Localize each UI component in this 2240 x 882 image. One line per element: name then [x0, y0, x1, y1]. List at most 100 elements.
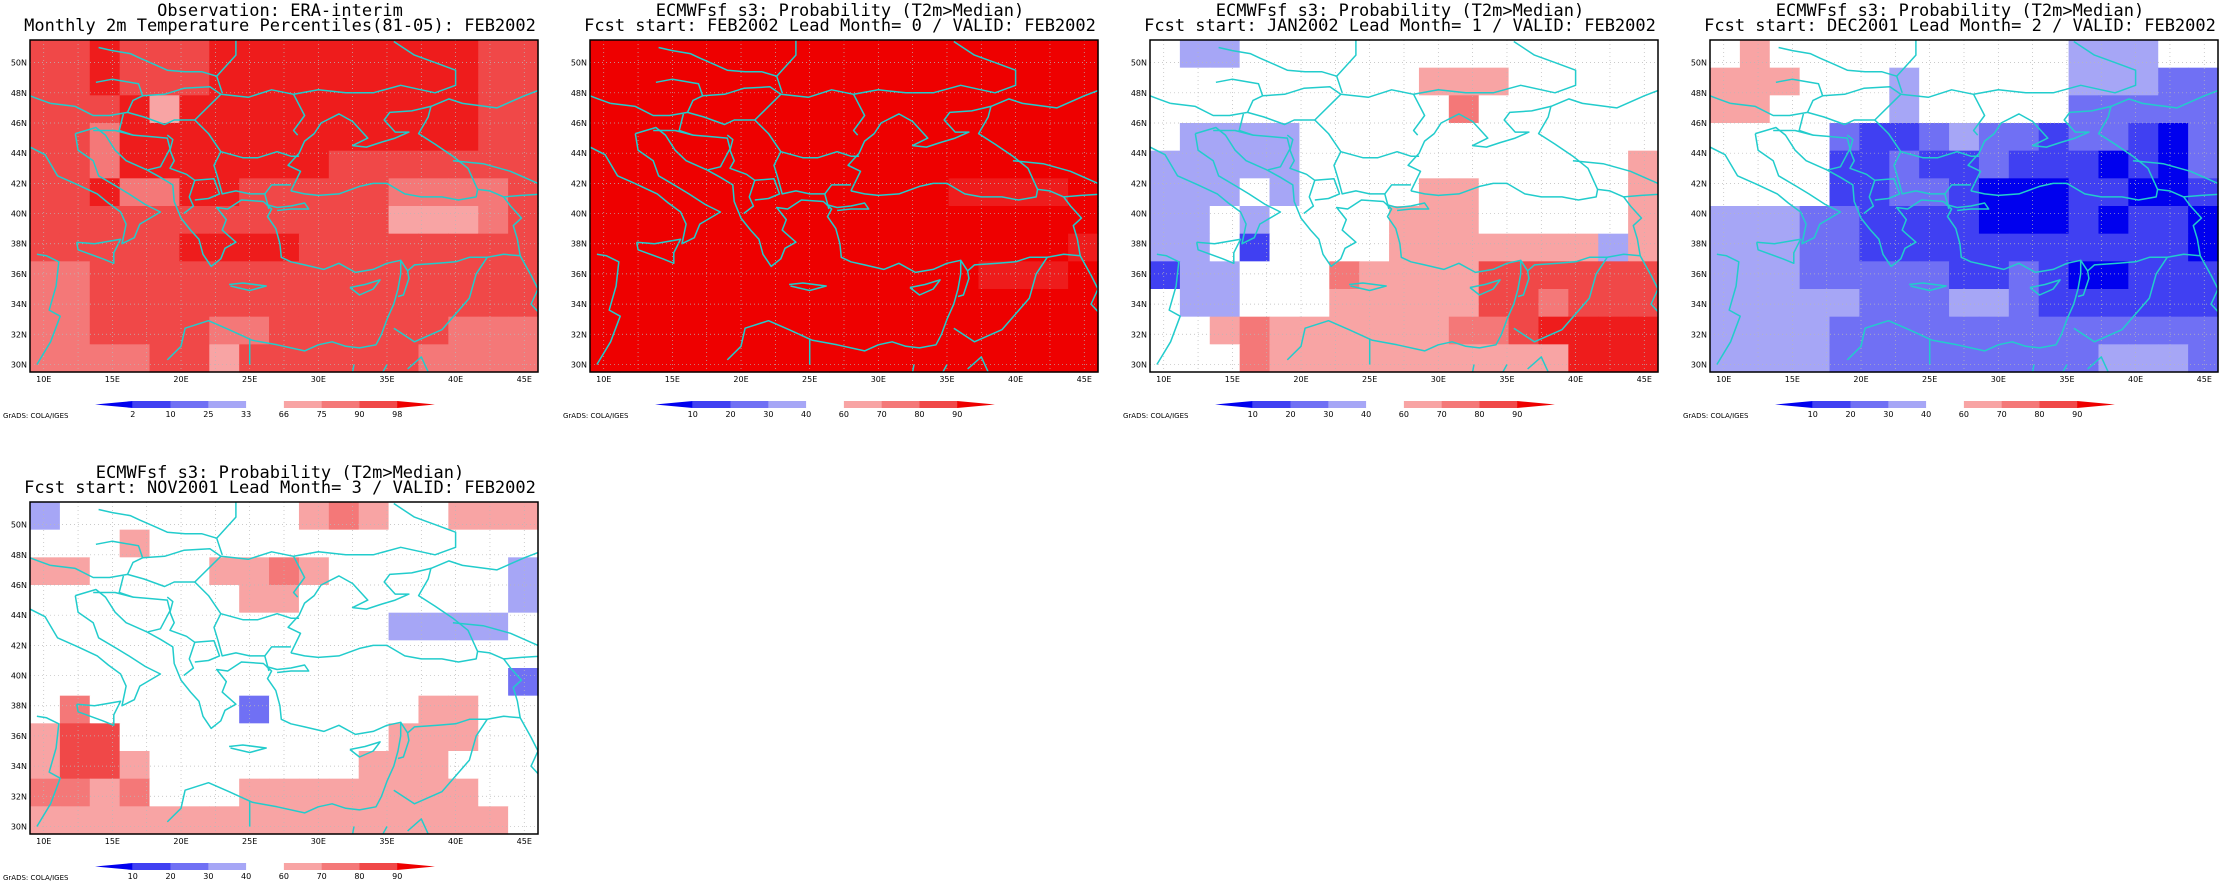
panel-title: ECMWFsf s3: Probability (T2m>Median)	[1775, 1, 2145, 21]
grid-cell	[2128, 123, 2159, 152]
grid-cell	[1150, 316, 1181, 345]
grid-cell	[179, 150, 210, 179]
lon-tick-label: 35E	[939, 375, 954, 384]
colorbar-segment	[170, 863, 209, 870]
grid-cell	[1799, 316, 1831, 345]
grid-cell	[888, 344, 920, 373]
grid-cell	[1978, 40, 2010, 69]
grid-cell	[478, 557, 509, 586]
grid-cell	[418, 529, 449, 558]
coastline	[132, 596, 171, 633]
grid-cell	[1038, 289, 1069, 318]
grid-cell	[1239, 123, 1271, 152]
grid-cell	[1068, 178, 1099, 207]
coastline	[1314, 119, 1420, 159]
grid-cell	[978, 233, 1009, 262]
lat-tick-label: 48N	[1691, 89, 1707, 98]
grid-cell	[769, 67, 800, 96]
grid-cell	[149, 502, 181, 531]
grid-cell	[1008, 178, 1039, 207]
colorbar-label: 80	[1474, 410, 1484, 419]
coastline	[397, 259, 410, 298]
grid-cell	[478, 261, 509, 290]
coastline	[75, 126, 402, 361]
grid-cell	[1568, 67, 1599, 96]
grid-cell	[978, 40, 1009, 69]
colorbar-label: 70	[1997, 410, 2007, 419]
grid-cell	[59, 557, 91, 586]
grid-cell	[30, 178, 61, 207]
lon-tick-label: 10E	[36, 837, 51, 846]
grid-cell	[2158, 150, 2189, 179]
grid-cell	[1919, 289, 1950, 318]
coastline	[2077, 259, 2090, 298]
grid-cell	[119, 40, 151, 69]
grid-cell	[448, 778, 479, 807]
lat-tick-label: 42N	[1131, 179, 1147, 188]
lon-tick-label: 20E	[173, 375, 188, 384]
grid-cell	[918, 178, 950, 207]
grid-cell	[1978, 67, 2010, 96]
lon-tick-label: 45E	[1077, 375, 1092, 384]
grid-cell	[1179, 344, 1211, 373]
coastlines	[590, 40, 1098, 372]
lat-tick-label: 48N	[571, 89, 587, 98]
grid-cell	[1769, 289, 1801, 318]
grid-cell	[358, 778, 390, 807]
lon-tick-label: 40E	[1008, 375, 1023, 384]
grid-cell	[298, 67, 330, 96]
grid-cell	[1710, 178, 1741, 207]
grid-cell	[149, 751, 181, 780]
grid-cell	[1478, 150, 1510, 179]
grid-cell	[1269, 40, 1301, 69]
grid-cell	[298, 723, 330, 752]
grid-cell	[1478, 40, 1510, 69]
grid-cell	[298, 751, 330, 780]
grid-cell	[1859, 40, 1890, 69]
lat-tick-label: 36N	[1131, 270, 1147, 279]
grid-cell	[2098, 67, 2129, 96]
grid-cell	[328, 585, 360, 614]
grid-cell	[769, 206, 800, 235]
grid-cell	[388, 529, 420, 558]
coastline	[393, 256, 488, 343]
grid-cell	[1038, 344, 1069, 373]
coastline	[452, 621, 538, 660]
coastline	[407, 658, 523, 734]
grid-cell	[1478, 316, 1510, 345]
grid-cell	[1038, 261, 1069, 290]
grid-cell	[89, 778, 121, 807]
colorbar-segment	[321, 401, 360, 408]
grid-cell	[1628, 123, 1659, 152]
grid-cell	[89, 806, 121, 835]
grid-cell	[1179, 40, 1211, 69]
grid-cell	[149, 233, 181, 262]
map-frame	[29, 39, 539, 373]
lat-tick-label: 48N	[11, 551, 27, 560]
grid-cell	[1209, 40, 1241, 69]
grid-cell	[418, 502, 449, 531]
grid-cell	[1299, 206, 1330, 235]
grid-cell	[179, 806, 210, 835]
grid-cell	[418, 316, 449, 345]
lon-tick-label: 25E	[802, 375, 817, 384]
grid-cell	[2038, 316, 2070, 345]
grid-cell	[298, 502, 330, 531]
grid-cell	[388, 612, 420, 641]
grid-cell	[89, 206, 121, 235]
colorbar-label: 66	[279, 410, 289, 419]
coastline	[1413, 40, 1577, 96]
grid-cell	[30, 344, 61, 373]
grid-cell	[30, 316, 61, 345]
coastline	[1896, 40, 1917, 77]
coastline	[127, 548, 222, 588]
grid-cell	[149, 640, 181, 669]
grid-cell	[179, 40, 210, 69]
grid-cell	[2128, 261, 2159, 290]
grid-cell	[1538, 40, 1569, 69]
grid-cell	[1508, 316, 1540, 345]
grid-cell	[59, 640, 91, 669]
grid-cell	[769, 316, 800, 345]
grid-cell	[1628, 316, 1659, 345]
coastline	[36, 715, 61, 827]
